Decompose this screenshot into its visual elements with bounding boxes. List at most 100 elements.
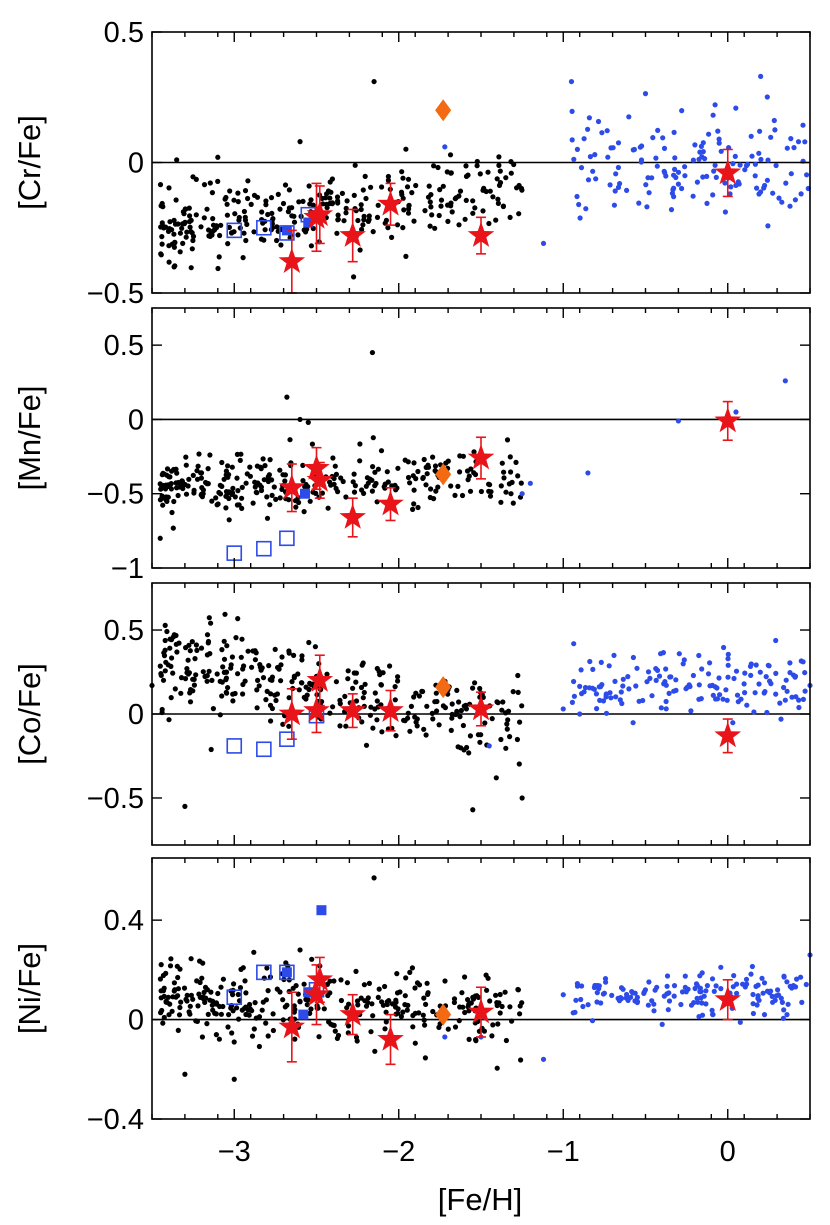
disk-point: [796, 697, 802, 703]
disk-point: [761, 690, 767, 696]
halo-point: [435, 484, 441, 490]
halo-point: [508, 170, 514, 176]
halo-point: [275, 664, 281, 671]
halo-point: [405, 176, 412, 182]
disk-point: [764, 94, 770, 100]
halo-point: [183, 462, 189, 468]
halo-point: [393, 999, 399, 1005]
halo-point: [454, 709, 460, 715]
halo-point: [235, 991, 241, 998]
halo-point: [187, 699, 194, 705]
disk-point: [753, 662, 759, 668]
halo-point: [239, 636, 245, 642]
program-star: [377, 696, 404, 722]
halo-point: [487, 188, 493, 194]
halo-point: [325, 992, 331, 999]
halo-point: [178, 999, 184, 1005]
halo-point: [466, 473, 472, 479]
disk-point: [649, 175, 655, 181]
disk-point: [652, 987, 658, 993]
halo-point: [173, 480, 179, 486]
halo-point: [473, 1037, 479, 1043]
halo-point: [219, 693, 225, 699]
halo-point: [362, 998, 368, 1004]
halo-point: [500, 203, 506, 210]
halo-point: [206, 668, 212, 674]
disk-point: [783, 677, 789, 683]
disk-point: [734, 692, 741, 698]
halo-point: [487, 482, 493, 488]
disk-point: [781, 1007, 787, 1013]
disk-point: [593, 691, 600, 697]
halo-point: [280, 472, 286, 478]
halo-point: [176, 484, 183, 490]
disk-point: [612, 678, 618, 685]
disk-point: [573, 997, 579, 1003]
halo-point: [459, 990, 465, 996]
disk-point: [690, 157, 697, 163]
disk-point: [773, 691, 779, 697]
halo-point: [363, 483, 369, 489]
halo-point: [289, 679, 295, 685]
halo-point: [334, 1035, 340, 1041]
halo-point: [358, 684, 365, 691]
disk-point: [560, 992, 566, 998]
halo-point: [460, 1004, 466, 1010]
halo-point: [293, 983, 299, 989]
disk-point: [768, 681, 774, 687]
disk-point: [742, 167, 748, 173]
halo-point: [501, 475, 507, 481]
halo-point: [327, 195, 333, 201]
halo-point: [503, 489, 509, 495]
halo-point: [223, 505, 229, 511]
halo-point: [412, 985, 418, 991]
disk-point: [681, 657, 687, 663]
disk-point: [712, 162, 718, 168]
disk-point: [696, 682, 702, 688]
halo-point: [189, 639, 195, 645]
halo-point: [350, 685, 356, 691]
halo-point: [459, 492, 466, 499]
halo-point: [272, 646, 278, 653]
open-square: [256, 219, 272, 236]
halo-point: [375, 202, 381, 208]
program-star: [303, 980, 330, 1006]
disk-point: [696, 652, 702, 659]
disk-point: [613, 694, 619, 700]
halo-point: [312, 644, 318, 650]
halo-point: [207, 452, 213, 458]
halo-point: [405, 710, 411, 716]
halo-point: [472, 680, 478, 686]
halo-point: [432, 468, 438, 474]
halo-point: [504, 721, 510, 727]
disk-point: [599, 130, 605, 136]
halo-point: [516, 211, 522, 217]
halo-point: [190, 676, 196, 682]
disk-point: [673, 677, 679, 683]
halo-point: [477, 171, 483, 177]
halo-point: [295, 991, 301, 997]
y-tick-label: 0.4: [104, 905, 144, 937]
halo-point: [408, 703, 414, 710]
halo-point: [260, 675, 267, 681]
halo-point: [400, 1009, 406, 1015]
halo-point: [225, 241, 231, 247]
disk-point: [671, 983, 678, 989]
halo-point: [342, 693, 348, 700]
disk-point: [592, 152, 598, 158]
halo-point: [463, 173, 470, 179]
halo-point: [257, 464, 263, 470]
halo-point: [338, 977, 344, 983]
halo-point: [182, 676, 189, 682]
halo-point: [159, 234, 165, 240]
disk-point: [769, 993, 775, 1000]
halo-point: [246, 1012, 252, 1018]
disk-point: [633, 683, 639, 689]
halo-point: [286, 187, 292, 193]
program-star: [377, 190, 404, 216]
halo-point: [415, 504, 421, 511]
halo-point: [399, 169, 405, 175]
halo-point: [289, 213, 295, 219]
disk-point: [656, 673, 663, 679]
halo-point: [176, 1012, 183, 1018]
